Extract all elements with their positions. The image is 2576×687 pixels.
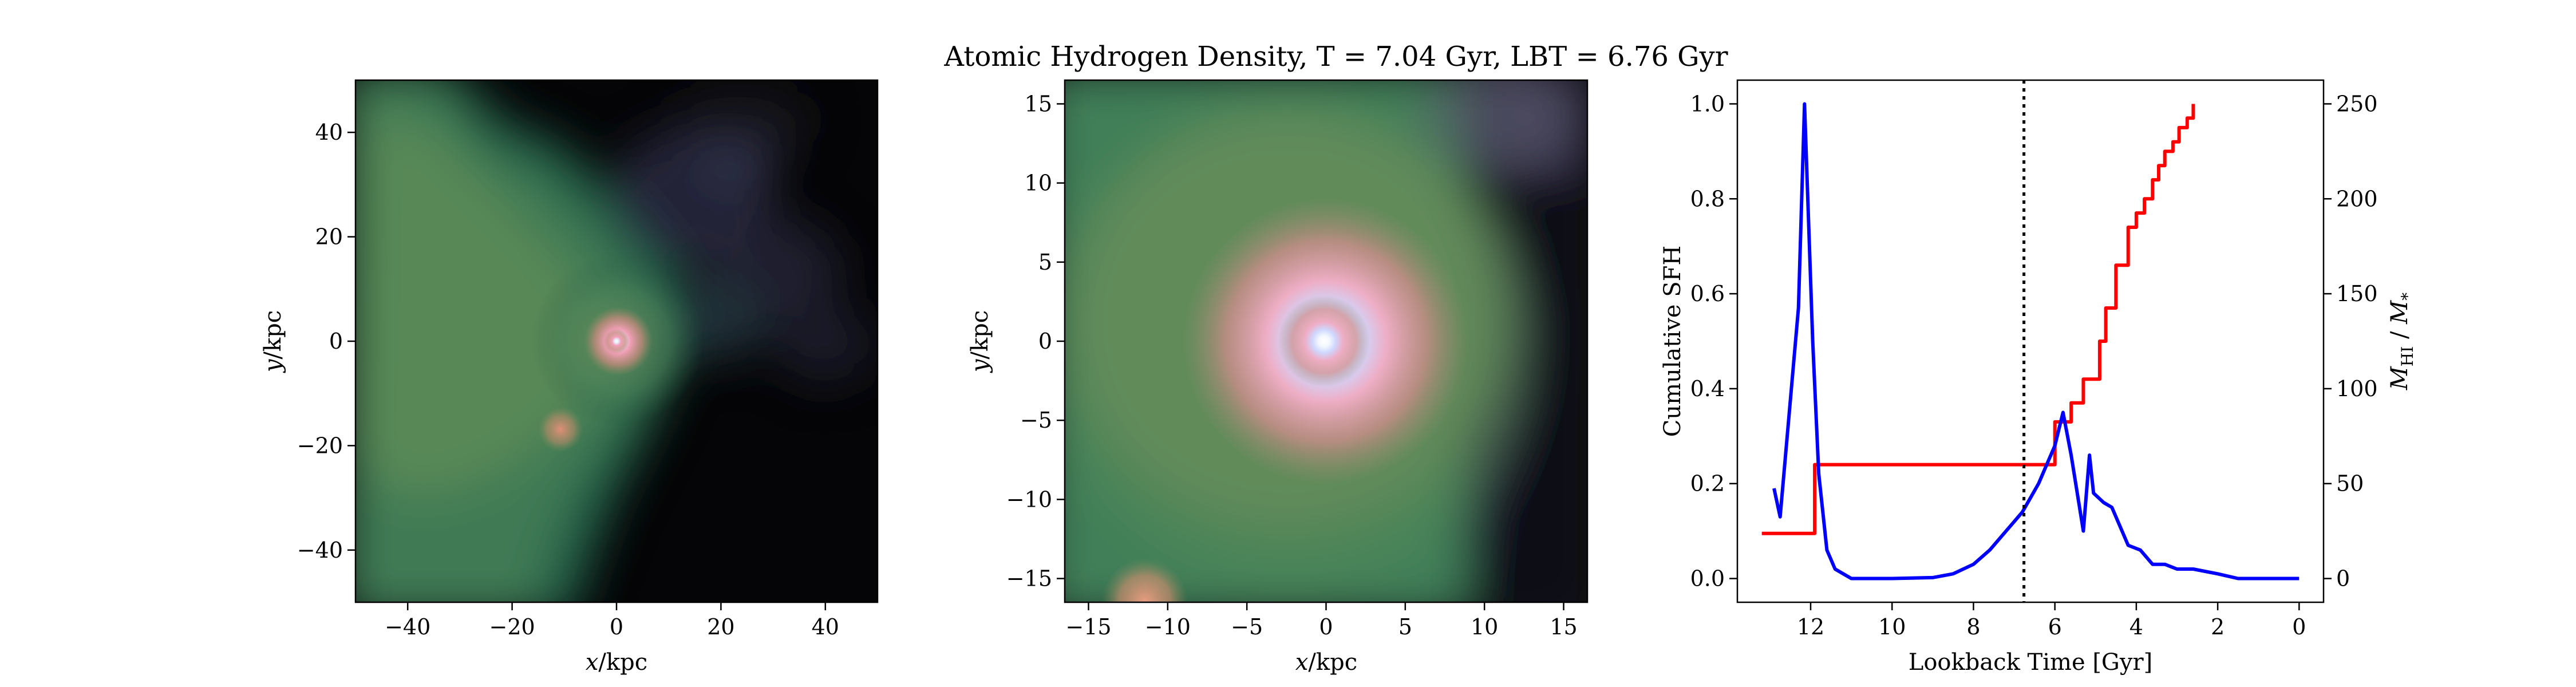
left-y-axis-label: Cumulative SFH <box>1660 246 1686 437</box>
figure-title: Atomic Hydrogen Density, T = 7.04 Gyr, L… <box>943 41 1728 73</box>
y-tick-label: 100 <box>2336 376 2378 401</box>
y-tick-label: −40 <box>297 538 343 563</box>
y-tick-label: 20 <box>315 224 343 250</box>
y-tick-label: 0.8 <box>1690 186 1725 211</box>
x-tick-label: 10 <box>1471 614 1498 639</box>
y-axis-ticks: −40 −20 0 20 40 <box>297 120 355 563</box>
y-tick-label: −15 <box>1006 566 1052 591</box>
x-tick-label: 0 <box>1319 614 1333 639</box>
x-tick-label: 8 <box>1966 614 1980 639</box>
x-tick-label: 4 <box>2129 614 2143 639</box>
y-tick-label: 150 <box>2336 281 2378 306</box>
x-axis-ticks: −15 −10 −5 0 5 10 15 <box>1065 602 1578 639</box>
y-tick-label: −20 <box>297 433 343 458</box>
y-tick-label: 250 <box>2336 91 2378 116</box>
x-tick-label: 6 <box>2048 614 2062 639</box>
y-tick-label: 0.4 <box>1690 376 1725 401</box>
y-tick-label: −10 <box>1006 487 1052 512</box>
x-axis-label: x/kpc <box>586 649 647 676</box>
x-axis-ticks: 12 10 8 6 4 2 0 <box>1797 602 2306 639</box>
y-tick-label: 0.0 <box>1690 566 1725 591</box>
plot-lines <box>1761 80 2300 602</box>
series-line-blue <box>1772 102 2300 581</box>
y-axis-ticks: −15 −10 −5 0 5 10 15 <box>1006 91 1065 591</box>
x-axis-label: x/kpc <box>1295 649 1357 676</box>
y-tick-label: 15 <box>1025 91 1052 116</box>
satellite-glow <box>538 406 583 452</box>
x-tick-label: 0 <box>2292 614 2306 639</box>
x-tick-label: 12 <box>1797 614 1824 639</box>
y-tick-label: 5 <box>1038 250 1052 275</box>
right-y-axis-label: MHI / M* <box>2387 293 2417 390</box>
sfh-line-chart: 12 10 8 6 4 2 0 0.0 0.2 0.4 0.6 0.8 1.0 0 50 100 150 20… <box>1660 79 2417 676</box>
x-tick-label: 40 <box>812 614 839 639</box>
y-tick-label: 0 <box>329 329 343 354</box>
x-tick-label: 20 <box>707 614 734 639</box>
x-tick-label: 15 <box>1550 614 1577 639</box>
x-tick-label: 5 <box>1398 614 1412 639</box>
density-map-zoom: −15 −10 −5 0 5 10 15 −15 −10 −5 0 5 10 15 x/kpc y/kp… <box>967 79 1589 676</box>
y-tick-label: 0 <box>1038 329 1052 354</box>
x-tick-label: −40 <box>385 614 430 639</box>
y-tick-label: 0 <box>2336 566 2350 591</box>
x-tick-label: 0 <box>610 614 623 639</box>
y-tick-label: 0.2 <box>1690 471 1725 496</box>
y-tick-label: −5 <box>1020 408 1052 433</box>
x-tick-label: −15 <box>1065 614 1111 639</box>
x-axis-label: Lookback Time [Gyr] <box>1909 649 2152 676</box>
x-tick-label: −10 <box>1145 614 1191 639</box>
y-axis-label: y/kpc <box>967 310 993 373</box>
x-tick-label: −5 <box>1231 614 1263 639</box>
left-y-axis-ticks: 0.0 0.2 0.4 0.6 0.8 1.0 <box>1690 91 1737 591</box>
y-tick-label: 1.0 <box>1690 91 1725 116</box>
satellite-glow <box>1102 558 1188 602</box>
density-map-wide: −40 −20 0 20 40 −40 −20 0 20 40 x/kpc y/kpc <box>260 79 879 676</box>
y-tick-label: 0.6 <box>1690 281 1725 306</box>
y-tick-label: 200 <box>2336 186 2378 211</box>
y-tick-label: 10 <box>1025 171 1052 196</box>
plot-frame <box>1736 79 2325 603</box>
y-tick-label: 50 <box>2336 471 2364 496</box>
right-y-axis-ticks: 0 50 100 150 200 250 <box>2324 91 2378 591</box>
series-line-red <box>1761 104 2195 535</box>
x-tick-label: −20 <box>489 614 535 639</box>
x-tick-label: 2 <box>2211 614 2225 639</box>
x-tick-label: 10 <box>1878 614 1906 639</box>
y-tick-label: 40 <box>315 120 343 145</box>
x-axis-ticks: −40 −20 0 20 40 <box>385 602 839 639</box>
y-axis-label: y/kpc <box>260 310 286 373</box>
